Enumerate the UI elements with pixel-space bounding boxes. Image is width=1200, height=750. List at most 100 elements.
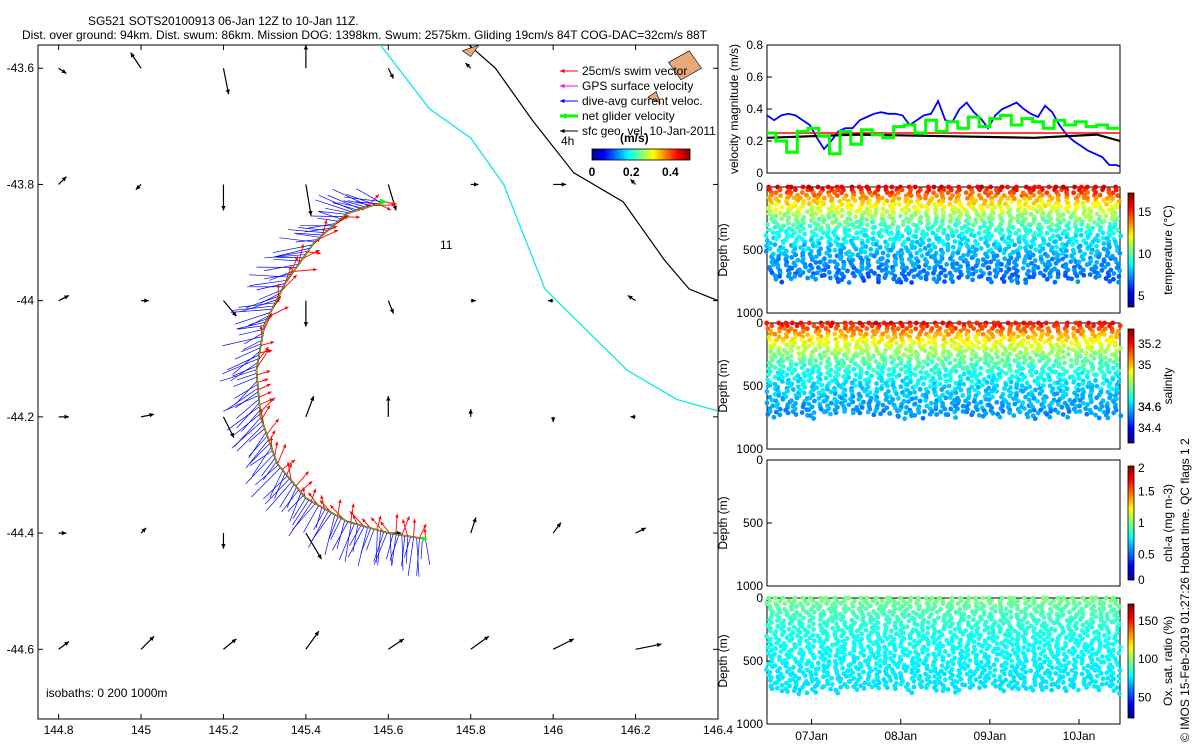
profile-point [800, 615, 806, 621]
depth-y-tick-label: 0 [756, 180, 763, 194]
profile-point [953, 325, 958, 331]
profile-point [911, 274, 917, 280]
profile-point [925, 226, 931, 232]
depth-y-tick-label: 500 [743, 379, 763, 393]
profile-point [1117, 323, 1123, 329]
profile-point [1015, 334, 1021, 339]
profile-point [829, 320, 835, 326]
time-annotation: 4h [561, 134, 574, 148]
profile-point [788, 653, 794, 659]
colorbar-tick-label: 15 [1138, 205, 1152, 219]
profile-point [970, 222, 976, 228]
profile-point [838, 649, 844, 655]
profile-point [985, 204, 991, 209]
profile-point [999, 261, 1004, 267]
dac-vector [262, 461, 277, 481]
profile-point [1070, 242, 1076, 247]
profile-point [846, 227, 852, 233]
profile-point [1093, 614, 1099, 620]
velocity-y-tick-label: 0.4 [746, 102, 763, 116]
profile-point [945, 664, 951, 670]
profile-point [923, 398, 928, 403]
dac-vector [318, 210, 347, 215]
dac-vector [235, 398, 260, 419]
profile-point [912, 245, 918, 250]
swim-vector [293, 268, 317, 272]
profile-point [1116, 650, 1122, 656]
profile-point [764, 243, 769, 249]
geo-velocity-arrowhead [61, 69, 67, 74]
profile-point [1017, 245, 1023, 251]
profile-point [1110, 641, 1116, 647]
profile-point [788, 206, 794, 212]
profile-point [997, 230, 1003, 236]
profile-point [858, 229, 864, 235]
profile-point [1093, 378, 1099, 383]
profile-point [890, 221, 896, 227]
profile-point [922, 348, 928, 354]
profile-point [830, 618, 835, 624]
colorbar [591, 148, 691, 161]
dac-vector [403, 536, 412, 558]
profile-point [1051, 233, 1056, 239]
profile-point [970, 682, 976, 688]
dac-vector [222, 358, 259, 375]
profile-point [827, 373, 833, 378]
profile-point [1112, 343, 1118, 348]
colorbar-tick-label: 35 [1138, 358, 1152, 372]
profile-point [846, 375, 852, 380]
profile-point [806, 320, 812, 326]
profile-point [1051, 363, 1057, 369]
dac-vector [401, 535, 404, 571]
profile-point [772, 354, 778, 359]
profile-point [870, 230, 876, 236]
profile-point [954, 645, 960, 651]
profile-point [763, 248, 769, 254]
profile-point [807, 635, 813, 641]
profile-point [1111, 271, 1117, 276]
profile-point [1001, 688, 1007, 694]
legend-arrowhead [560, 68, 565, 74]
profile-point [1048, 248, 1054, 253]
profile-point [950, 233, 956, 239]
geo-velocity-arrowhead [468, 409, 473, 414]
profile-point [906, 271, 912, 277]
profile-point [1085, 643, 1091, 649]
profile-point [992, 204, 998, 210]
profile-point [1104, 196, 1110, 201]
profile-point [777, 328, 782, 334]
profile-point [1104, 253, 1110, 259]
dac-vector [327, 194, 361, 210]
profile-point [781, 618, 787, 624]
profile-point [1021, 645, 1027, 650]
profile-point [952, 627, 958, 632]
profile-point [864, 370, 870, 376]
profile-point [995, 354, 1000, 360]
profile-point [778, 193, 783, 199]
profile-point [792, 376, 797, 381]
profile-point [1052, 279, 1058, 285]
profile-point [764, 238, 770, 244]
profile-point [945, 687, 951, 692]
profile-point [1102, 372, 1107, 378]
profile-point [925, 630, 930, 636]
profile-point [1060, 184, 1066, 190]
profile-point [1118, 413, 1124, 419]
dac-vector [286, 486, 297, 508]
profile-point [1047, 377, 1053, 383]
swim-vector [372, 204, 396, 207]
colorbar-tick-label: 34.6 [1138, 400, 1162, 414]
profile-point [931, 276, 937, 282]
profile-point [951, 210, 957, 216]
profile-point [853, 246, 859, 252]
swim-arrowhead [266, 370, 271, 374]
profile-point [859, 631, 864, 637]
profile-point [982, 627, 988, 633]
profile-point [879, 268, 885, 273]
profile-point [1077, 320, 1083, 326]
profile-point [889, 230, 895, 236]
profile-point [851, 648, 857, 654]
profile-point [846, 342, 852, 348]
profile-point [1085, 369, 1091, 375]
profile-point [1118, 233, 1123, 239]
